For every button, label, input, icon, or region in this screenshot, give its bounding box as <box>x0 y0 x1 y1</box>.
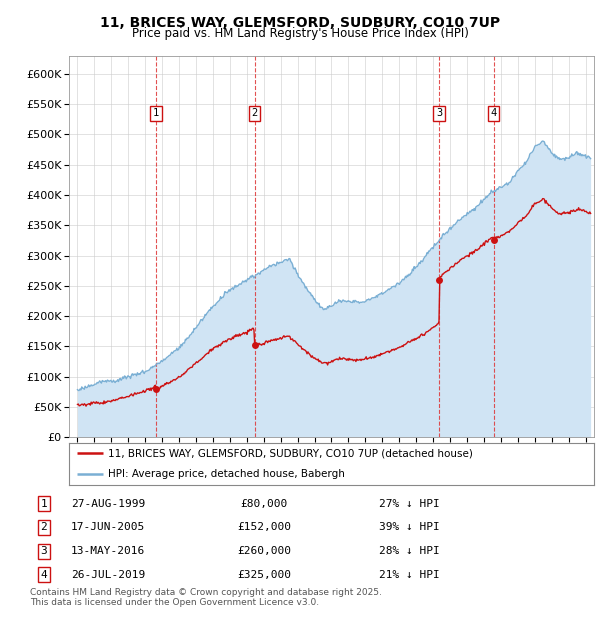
Text: Price paid vs. HM Land Registry's House Price Index (HPI): Price paid vs. HM Land Registry's House … <box>131 27 469 40</box>
Text: 27-AUG-1999: 27-AUG-1999 <box>71 499 145 509</box>
Text: 3: 3 <box>436 108 442 118</box>
Text: 26-JUL-2019: 26-JUL-2019 <box>71 570 145 580</box>
Text: 17-JUN-2005: 17-JUN-2005 <box>71 523 145 533</box>
Text: 1: 1 <box>153 108 160 118</box>
Text: 2: 2 <box>251 108 258 118</box>
Text: £260,000: £260,000 <box>238 546 292 556</box>
Text: 28% ↓ HPI: 28% ↓ HPI <box>379 546 440 556</box>
Text: Contains HM Land Registry data © Crown copyright and database right 2025.
This d: Contains HM Land Registry data © Crown c… <box>30 588 382 607</box>
Text: 2: 2 <box>41 523 47 533</box>
Text: 21% ↓ HPI: 21% ↓ HPI <box>379 570 440 580</box>
Text: £80,000: £80,000 <box>241 499 288 509</box>
Text: 1: 1 <box>41 499 47 509</box>
Text: 27% ↓ HPI: 27% ↓ HPI <box>379 499 440 509</box>
Text: HPI: Average price, detached house, Babergh: HPI: Average price, detached house, Babe… <box>109 469 345 479</box>
Text: 4: 4 <box>41 570 47 580</box>
Text: 4: 4 <box>490 108 497 118</box>
Text: 11, BRICES WAY, GLEMSFORD, SUDBURY, CO10 7UP (detached house): 11, BRICES WAY, GLEMSFORD, SUDBURY, CO10… <box>109 448 473 458</box>
Text: £152,000: £152,000 <box>238 523 292 533</box>
Text: 39% ↓ HPI: 39% ↓ HPI <box>379 523 440 533</box>
Text: 11, BRICES WAY, GLEMSFORD, SUDBURY, CO10 7UP: 11, BRICES WAY, GLEMSFORD, SUDBURY, CO10… <box>100 16 500 30</box>
Text: £325,000: £325,000 <box>238 570 292 580</box>
Text: 13-MAY-2016: 13-MAY-2016 <box>71 546 145 556</box>
Text: 3: 3 <box>41 546 47 556</box>
